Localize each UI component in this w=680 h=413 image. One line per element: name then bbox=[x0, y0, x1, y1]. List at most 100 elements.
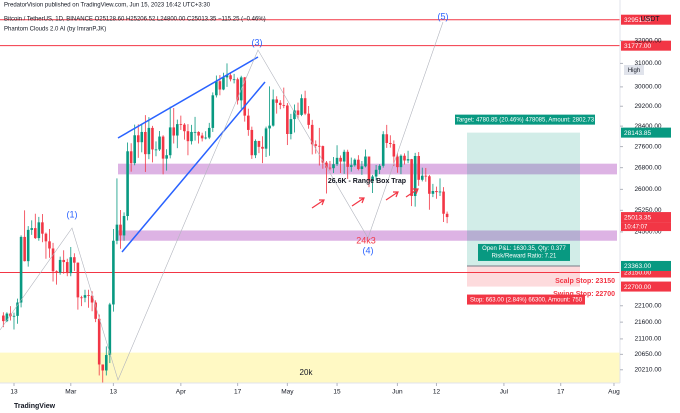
candle-body bbox=[445, 213, 449, 218]
candle-body bbox=[101, 364, 105, 371]
candle-body bbox=[12, 315, 16, 317]
candle-body bbox=[314, 144, 318, 146]
target-box bbox=[455, 114, 595, 125]
candle-body bbox=[147, 127, 151, 155]
y-tick-label: 30000.00 bbox=[634, 84, 661, 91]
high-label: High bbox=[628, 68, 640, 74]
candle-body bbox=[385, 134, 389, 143]
wave-label: (4) bbox=[363, 245, 374, 255]
candle-body bbox=[381, 134, 385, 166]
position: Target: 4780.85 (20.46%) 478085, Amount:… bbox=[455, 114, 595, 305]
candle-body bbox=[80, 297, 83, 299]
candle-body bbox=[417, 156, 421, 180]
candle-body bbox=[211, 95, 215, 128]
rr-label: Risk/Reward Ratio: 7.21 bbox=[492, 254, 557, 260]
y-tick-label: 25250.00 bbox=[634, 207, 661, 214]
candle-body bbox=[243, 77, 247, 116]
candle-body bbox=[165, 155, 168, 159]
y-tick-label: 29200.00 bbox=[634, 103, 661, 110]
band bbox=[118, 163, 617, 175]
candle-body bbox=[136, 135, 140, 143]
candle-body bbox=[19, 236, 23, 303]
candle-body bbox=[420, 175, 424, 180]
stop-note: Swing Stop: 22700 bbox=[553, 291, 615, 298]
price-tag-label: 25013.35 bbox=[624, 214, 651, 221]
arrows bbox=[311, 188, 419, 209]
candle-body bbox=[360, 166, 364, 169]
candle-body bbox=[197, 131, 200, 136]
candle-body bbox=[87, 295, 90, 296]
candle-body bbox=[254, 140, 257, 156]
candle-body bbox=[83, 295, 87, 298]
axes: 32951.00 31777.00 23150.00 32000.00 31000.00… bbox=[0, 0, 671, 396]
wave-line bbox=[0, 21, 444, 381]
candle-body bbox=[229, 75, 232, 80]
candle-body bbox=[406, 159, 410, 161]
y-tick-label: 32000.00 bbox=[634, 37, 661, 44]
candle-body bbox=[2, 315, 5, 322]
price-tag-label: 32951.00 bbox=[624, 17, 651, 24]
candle-body bbox=[37, 222, 41, 239]
candle-body bbox=[353, 159, 357, 166]
candle-body bbox=[73, 257, 76, 263]
candle-body bbox=[346, 151, 350, 167]
candle-body bbox=[431, 191, 435, 194]
trendline bbox=[117, 56, 259, 139]
stop-label: Stop: 663.00 (2.84%) 66300, Amount: 750 bbox=[470, 298, 583, 304]
candle-body bbox=[257, 140, 261, 147]
candle-body bbox=[154, 149, 158, 151]
y-tick-label: 31000.00 bbox=[634, 60, 661, 67]
candle-body bbox=[108, 304, 112, 356]
candle-body bbox=[23, 236, 26, 262]
candle-body bbox=[129, 151, 133, 164]
candle-body bbox=[410, 159, 413, 197]
price-tag-label: 23150.00 bbox=[624, 270, 651, 277]
x-tick-label: 12 bbox=[433, 389, 441, 396]
countdown: 10:47:07 bbox=[624, 225, 648, 231]
candle-body bbox=[55, 271, 58, 273]
candle-body bbox=[183, 124, 186, 132]
high-tag bbox=[624, 65, 644, 75]
candle-body bbox=[282, 105, 286, 106]
candle-body bbox=[321, 146, 325, 163]
candle-body bbox=[144, 131, 147, 155]
candle-body bbox=[303, 98, 307, 114]
brand: TradingView bbox=[14, 403, 56, 410]
candle-body bbox=[328, 167, 332, 169]
candle-body bbox=[399, 155, 403, 168]
x-tick-label: 15 bbox=[333, 389, 341, 396]
x-tick-label: 17 bbox=[557, 389, 565, 396]
candle-body bbox=[246, 115, 250, 130]
candle-body bbox=[122, 216, 126, 236]
price-tag-label: 23363.00 bbox=[624, 263, 651, 270]
wave-label: (1) bbox=[67, 209, 78, 219]
candle-body bbox=[250, 129, 254, 156]
texts: PredatorVision published on TradingView.… bbox=[0, 3, 680, 413]
candle-body bbox=[104, 355, 108, 371]
candle-body bbox=[442, 191, 445, 214]
candle-body bbox=[126, 151, 129, 217]
candle-body bbox=[413, 156, 417, 197]
candle-body bbox=[289, 119, 293, 134]
candle-body bbox=[268, 125, 271, 129]
band-label: 24k3 bbox=[356, 235, 376, 245]
publisher: PredatorVision published on TradingView.… bbox=[4, 3, 211, 9]
y-tick-label: 20650.00 bbox=[634, 351, 661, 358]
candle-body bbox=[335, 157, 339, 165]
band bbox=[118, 230, 617, 241]
trendline bbox=[121, 81, 266, 253]
y-tick-label: 22100.00 bbox=[634, 302, 661, 309]
y-tick-label: 27600.00 bbox=[634, 143, 661, 150]
stop-zone bbox=[467, 265, 580, 287]
price-tag bbox=[621, 14, 671, 25]
price-tag-label: 31777.00 bbox=[624, 43, 651, 50]
x-tick-label: May bbox=[281, 389, 294, 396]
price-tag-label: 22700.00 bbox=[624, 284, 651, 291]
y-tick-label: 26800.00 bbox=[634, 164, 661, 171]
y-tick-label: 21600.00 bbox=[634, 319, 661, 326]
candle-body bbox=[364, 156, 367, 167]
candle-body bbox=[374, 169, 378, 177]
candle-body bbox=[389, 142, 392, 145]
price-tag bbox=[621, 127, 671, 138]
